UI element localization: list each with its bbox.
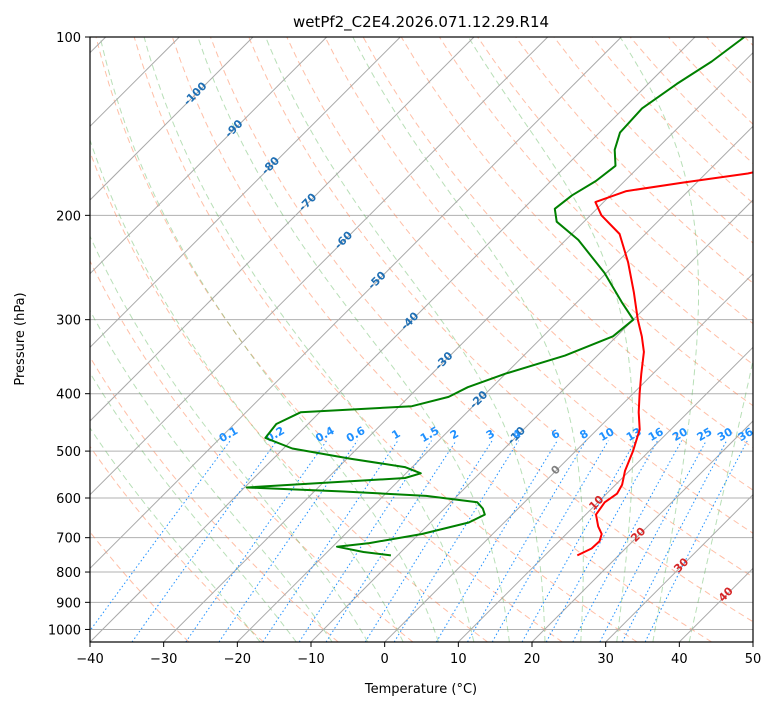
x-tick-label: 30 xyxy=(597,652,614,667)
x-axis-ticks: −40 −30 −20 −10 0 10 20 30 40 50 xyxy=(76,642,761,667)
isotherm-line xyxy=(457,346,753,642)
y-tick-label: 200 xyxy=(56,209,81,224)
mixing-ratio-label: 36 xyxy=(736,425,756,444)
dry-adiabat-line xyxy=(90,259,414,642)
plot-frame xyxy=(89,36,754,643)
mixing-ratio-line xyxy=(364,440,493,642)
mixing-ratio-line xyxy=(467,440,587,642)
dry-adiabat-line xyxy=(210,37,753,623)
dry-adiabat-line xyxy=(248,37,753,578)
isotherm-line xyxy=(90,37,401,349)
mixing-ratio-line xyxy=(90,440,231,632)
x-tick-label: 20 xyxy=(524,652,541,667)
isotherms xyxy=(90,37,753,642)
y-tick-label: 900 xyxy=(56,596,81,611)
mixing-ratio-line xyxy=(435,440,558,642)
y-tick-label: 300 xyxy=(56,314,81,329)
y-tick-label: 100 xyxy=(56,31,81,46)
x-tick-label: 0 xyxy=(381,652,389,667)
moist-adiabat-line xyxy=(90,371,297,642)
x-tick-label: 40 xyxy=(671,652,688,667)
isotherm-line xyxy=(90,37,475,422)
moist-adiabat-line xyxy=(90,309,333,642)
moist-adiabat-line xyxy=(265,37,546,642)
moist-adiabat-line xyxy=(352,37,584,642)
x-tick-label: 50 xyxy=(745,652,762,667)
dry-adiabat-line xyxy=(90,356,339,642)
mixing-ratio-lines xyxy=(90,440,748,642)
mixing-ratio-line xyxy=(572,440,683,642)
y-tick-label: 800 xyxy=(56,566,81,581)
dry-adiabat-line xyxy=(286,37,753,534)
dry-adiabats xyxy=(90,37,753,642)
isotherm-line xyxy=(236,125,753,642)
isotherm-line xyxy=(90,37,696,642)
mixing-ratio-line xyxy=(298,440,432,642)
moist-adiabat-line xyxy=(90,138,404,642)
mixing-ratio-line xyxy=(644,440,748,642)
x-tick-label: −20 xyxy=(224,652,251,667)
mixing-ratio-line xyxy=(185,440,328,642)
isotherm-line xyxy=(90,37,622,570)
isotherm-line xyxy=(90,37,328,275)
dry-adiabat-line xyxy=(324,37,753,491)
isotherm-line xyxy=(384,272,753,642)
plot-area: -100-90-80-70-60-50-40-30-20-10010203040… xyxy=(90,37,756,642)
dry-adiabat-line xyxy=(95,37,563,642)
isotherm-line xyxy=(90,37,549,496)
profile-series xyxy=(245,37,753,557)
mixing-ratio-line xyxy=(262,440,399,642)
chart-title: wetPf2_C2E4.2026.071.12.29.R14 xyxy=(293,13,549,32)
mixing-ratio-line xyxy=(491,440,609,642)
y-axis-label: Pressure (hPa) xyxy=(13,292,28,385)
y-tick-label: 400 xyxy=(56,388,81,403)
mixing-ratio-line xyxy=(393,440,520,642)
dry-adiabat-line xyxy=(133,37,638,642)
pressure-gridlines xyxy=(90,37,753,630)
mixing-ratio-line xyxy=(545,440,659,642)
dry-adiabat-line xyxy=(171,37,712,642)
dewpoint-profile-line xyxy=(245,37,745,557)
moist-adiabat-line xyxy=(688,358,753,642)
isotherm-line xyxy=(163,51,753,642)
isotherm-line xyxy=(531,420,753,642)
isotherm-line xyxy=(90,37,254,201)
moist-adiabat-line xyxy=(197,37,510,642)
mixing-ratio-line xyxy=(131,440,278,642)
x-axis-label: Temperature (°C) xyxy=(364,682,477,697)
y-axis-ticks: 100 200 300 400 500 600 700 800 900 1000 xyxy=(48,31,90,638)
moist-adiabat-line xyxy=(619,37,699,642)
moist-adiabat-line xyxy=(90,427,261,642)
mixing-ratio-line xyxy=(521,440,637,642)
x-tick-label: 10 xyxy=(450,652,467,667)
moist-adiabat-line xyxy=(99,37,439,642)
isotherm-line xyxy=(605,493,753,642)
moist-adiabat-line xyxy=(143,37,475,642)
x-tick-label: −40 xyxy=(76,652,103,667)
y-tick-label: 500 xyxy=(56,445,81,460)
dry-adiabat-line xyxy=(90,445,264,642)
y-tick-label: 700 xyxy=(56,532,81,547)
y-tick-label: 600 xyxy=(56,492,81,507)
isotherm-line xyxy=(310,199,753,642)
mixing-ratio-line xyxy=(325,440,457,642)
temperature-profile-line xyxy=(576,171,753,557)
x-tick-label: −30 xyxy=(150,652,177,667)
dry-adiabat-line xyxy=(515,37,753,284)
y-tick-label: 1000 xyxy=(48,623,81,638)
x-tick-label: −10 xyxy=(297,652,324,667)
